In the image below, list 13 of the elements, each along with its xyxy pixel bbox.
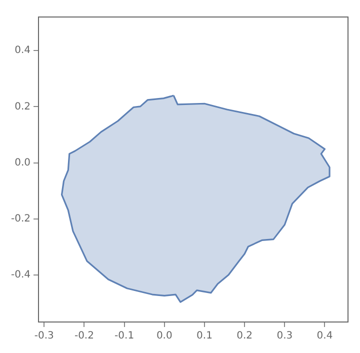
- x-tick-label: -0.1: [114, 330, 134, 342]
- y-tick-label: -0.4: [10, 270, 31, 280]
- x-tick-label: 0.4: [316, 330, 333, 342]
- x-tick-label: 0.0: [156, 330, 172, 342]
- y-tick-label: 0.0: [14, 157, 31, 168]
- y-tick-label: 0.4: [14, 45, 31, 56]
- x-tick-label: 0.2: [236, 330, 253, 342]
- y-tick-label: 0.2: [14, 101, 31, 112]
- x-tick-label: -0.3: [34, 330, 54, 342]
- y-tick-label: -0.2: [10, 213, 31, 224]
- x-tick-label: 0.1: [196, 330, 212, 342]
- x-tick-label: -0.2: [74, 330, 94, 342]
- x-tick-label: 0.3: [276, 330, 293, 342]
